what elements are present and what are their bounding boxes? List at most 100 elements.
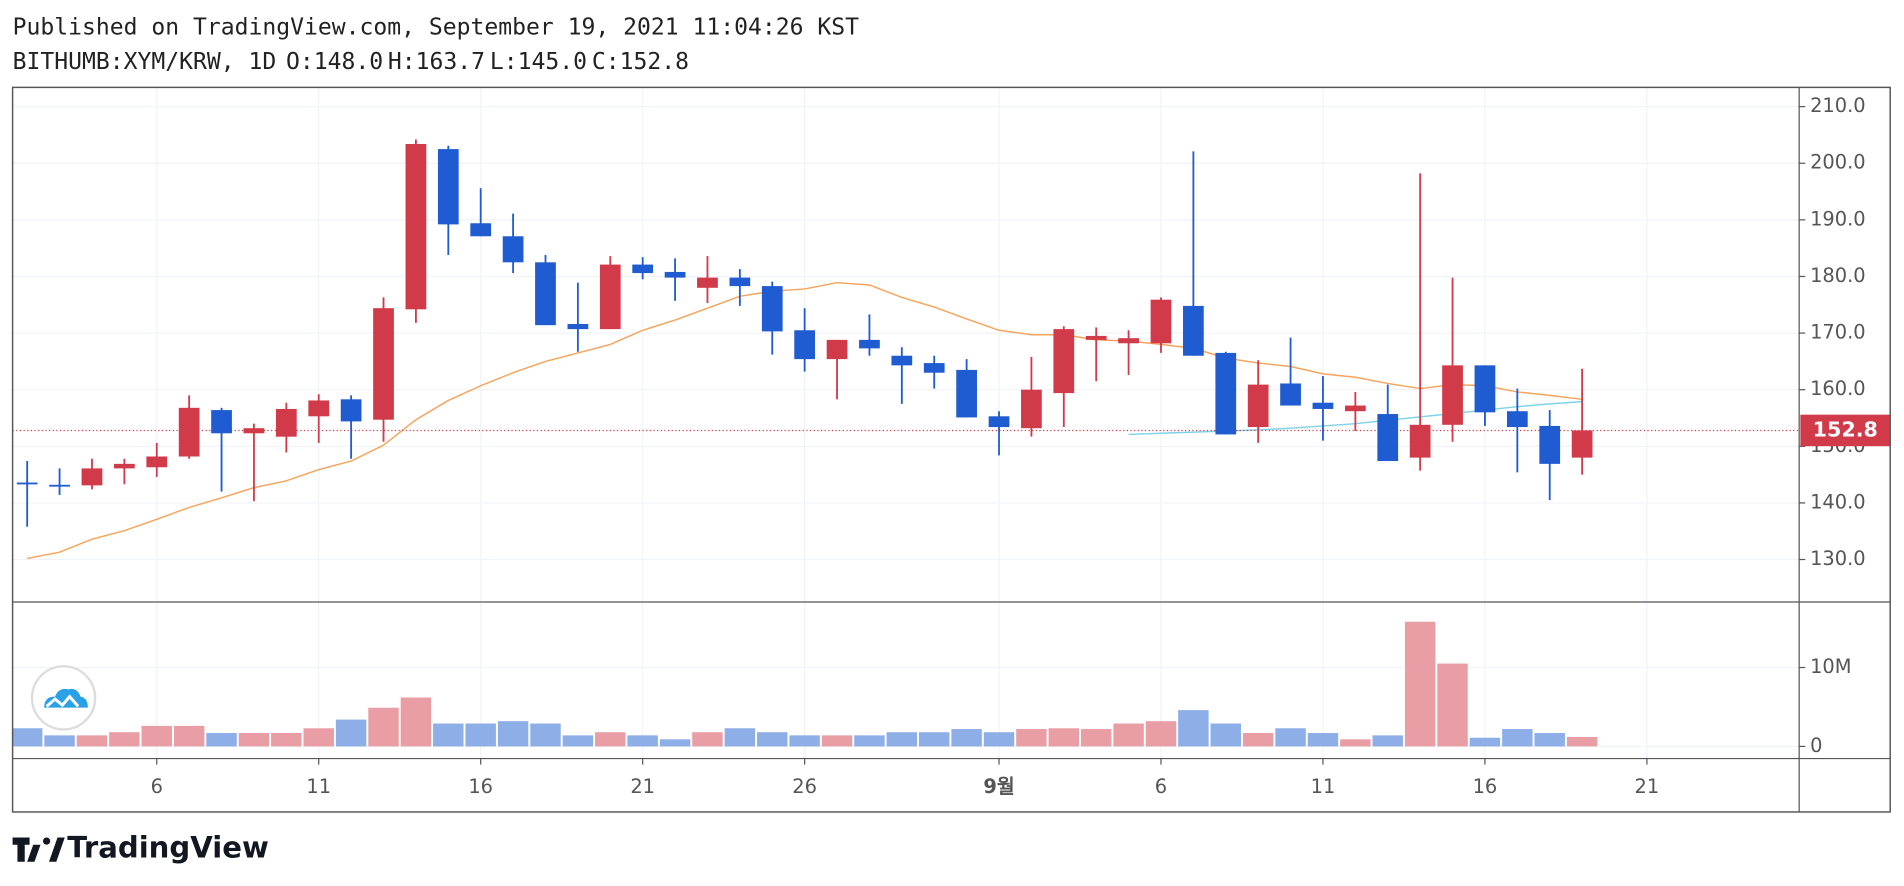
volume-bar xyxy=(1275,728,1306,747)
candle-body xyxy=(697,277,718,288)
candle-body xyxy=(405,143,427,310)
candle-body xyxy=(113,463,135,469)
volume-bar xyxy=(530,723,561,747)
y-tick-label: 190.0 xyxy=(1810,207,1866,230)
last-price-tag xyxy=(1800,414,1891,447)
candle-body xyxy=(308,400,330,417)
volume-bar xyxy=(44,735,75,747)
volume-bar xyxy=(141,725,172,747)
candle-body xyxy=(1118,338,1139,344)
candle-body xyxy=(49,484,70,487)
y-tick-label: 130.0 xyxy=(1810,547,1866,570)
candle-body xyxy=(1215,352,1237,435)
candle-body xyxy=(599,264,621,330)
candle-body xyxy=(729,277,751,287)
candle-body xyxy=(1183,305,1204,356)
moving-average xyxy=(27,281,1583,560)
volume-bar xyxy=(1113,723,1144,747)
symbol-header: BITHUMB:XYM/KRW, 1D O:148.0 H:163.7 L:145.0… xyxy=(13,48,689,74)
x-tick-label: 21 xyxy=(1635,775,1660,798)
candle-body xyxy=(1377,414,1399,462)
symbol: BITHUMB:XYM/KRW, 1D xyxy=(13,48,277,74)
volume-bar xyxy=(76,735,108,747)
volume-bar xyxy=(886,732,918,747)
candle-body xyxy=(956,369,977,418)
volume-bar xyxy=(1145,721,1177,747)
volume-bar xyxy=(1178,710,1209,747)
volume-bar xyxy=(659,739,691,747)
candle-body xyxy=(1571,430,1593,458)
y-tick-label: 10M xyxy=(1810,655,1851,678)
x-tick-label: 16 xyxy=(1473,775,1498,798)
volume-bar xyxy=(206,732,237,747)
candle-body xyxy=(146,456,168,468)
volume-bar xyxy=(238,732,270,747)
candle-body xyxy=(275,408,297,437)
candle-body xyxy=(1474,365,1496,413)
volume-bar xyxy=(757,732,788,747)
volume-bar xyxy=(173,725,205,747)
volume-bar xyxy=(789,735,820,747)
volume-bar xyxy=(335,719,367,747)
candle-body xyxy=(1053,329,1075,394)
volume-bar xyxy=(1307,732,1339,747)
volume-bar xyxy=(465,723,496,747)
candle-body xyxy=(1344,405,1366,412)
volume-bar xyxy=(562,735,594,747)
candle-body xyxy=(1021,389,1042,429)
chart-title: Published on TradingView.com, September … xyxy=(13,14,860,40)
volume-bar xyxy=(1404,621,1436,747)
volume-bar xyxy=(1534,732,1565,747)
volume-bar xyxy=(1210,723,1242,747)
candle-body xyxy=(1506,411,1528,428)
brand-logo xyxy=(12,837,65,862)
chart-border xyxy=(11,86,1891,813)
y-tick-label: 0 xyxy=(1810,734,1822,757)
plot: 6111621269월6111621130.0140.0150.0160.017… xyxy=(11,87,1891,798)
volume-bar xyxy=(1080,729,1112,747)
volume-bar xyxy=(271,732,302,747)
volume-bar xyxy=(692,732,723,747)
candle-body xyxy=(178,407,200,457)
candle-body xyxy=(502,236,524,263)
candle-body xyxy=(437,149,459,225)
candle-body xyxy=(1312,402,1334,409)
candle-body xyxy=(664,271,686,278)
candle-body xyxy=(1085,335,1107,340)
y-tick-label: 160.0 xyxy=(1810,377,1866,400)
volume-bar xyxy=(1502,729,1533,747)
candle-body xyxy=(1150,299,1172,344)
volume-bar xyxy=(1016,729,1047,747)
volume-bar xyxy=(11,728,43,747)
volume-bar xyxy=(918,732,950,747)
volume-bar xyxy=(724,728,756,747)
candle-body xyxy=(470,223,492,237)
volume-bar xyxy=(400,697,432,747)
volume-bar xyxy=(109,732,140,747)
volume-bar xyxy=(627,735,658,747)
candle-body xyxy=(891,355,913,366)
y-tick-label: 180.0 xyxy=(1810,264,1866,287)
x-tick-label: 6 xyxy=(151,775,163,798)
last-price-label: 152.8 xyxy=(1813,417,1878,441)
candle-body xyxy=(761,286,783,332)
x-tick-label: 16 xyxy=(468,775,493,798)
volume-bar xyxy=(854,735,885,747)
x-tick-label: 6 xyxy=(1155,775,1167,798)
volume-bar xyxy=(1048,728,1080,747)
candle-body xyxy=(632,264,654,274)
ohlc-value: L:145.0 xyxy=(490,48,587,74)
volume-bar xyxy=(1437,663,1468,747)
candle-body xyxy=(794,330,816,360)
volume-bar xyxy=(368,707,399,747)
candle-body xyxy=(16,482,38,485)
candle-body xyxy=(1409,424,1431,458)
candle-body xyxy=(1247,384,1269,428)
candle-body xyxy=(340,399,362,422)
candle-body xyxy=(826,339,848,360)
x-tick-label: 9월 xyxy=(983,775,1014,798)
candle-body xyxy=(1539,425,1561,464)
volume-bar xyxy=(821,735,853,747)
candle-body xyxy=(373,308,394,420)
